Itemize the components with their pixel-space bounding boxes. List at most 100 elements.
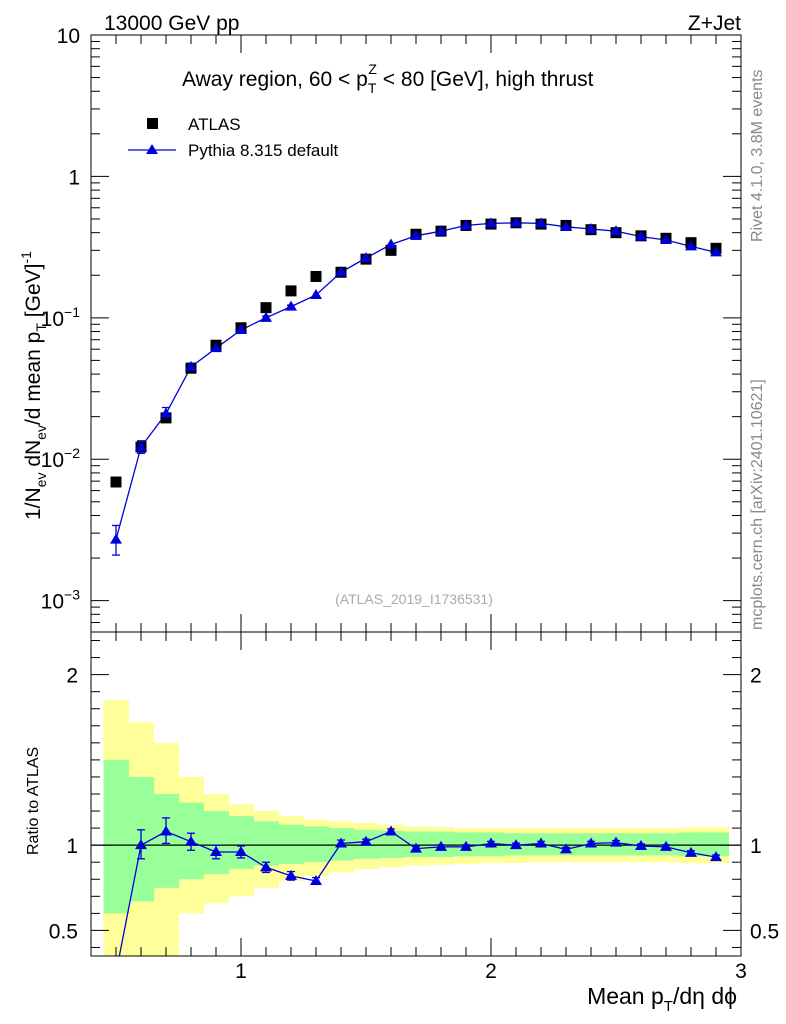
- main-y-tick-label: 10−2: [41, 445, 81, 472]
- legend-mc-marker: [146, 144, 158, 154]
- atlas-point: [160, 412, 172, 424]
- ratio-bands: [103, 700, 729, 956]
- ratio-band-inner: [103, 759, 129, 914]
- ratio-band-inner: [253, 821, 279, 866]
- ratio-mc-point: [360, 835, 372, 846]
- ratio-band-inner: [278, 824, 304, 864]
- ratio-y-tick-label-right: 2: [750, 665, 762, 688]
- ylabel-b: dN: [22, 440, 45, 473]
- ratio-mc-point: [660, 840, 672, 851]
- main-ticks: [91, 34, 742, 633]
- mc-point: [110, 533, 122, 544]
- ratio-band-inner: [228, 816, 254, 870]
- legend: ATLAS Pythia 8.315 default: [128, 115, 339, 160]
- mc-point: [135, 441, 147, 452]
- main-title-post: < 80 [GeV], high thrust: [377, 68, 594, 91]
- x-tick-label: 2: [485, 960, 497, 983]
- ratio-mc-point: [635, 840, 647, 851]
- mc-point: [435, 225, 447, 236]
- main-title-sub: T: [368, 80, 377, 96]
- ratio-mc-point: [710, 851, 722, 862]
- main-y-tick-exp: −1: [64, 304, 80, 320]
- atlas-point: [110, 476, 122, 488]
- main-title-pre: Away region, 60 < p: [182, 68, 368, 91]
- ratio-y-tick-label-left: 0.5: [49, 920, 78, 943]
- ylabel-a-sub: ev: [33, 473, 49, 488]
- ratio-panel: 0.5 0.5 1 1 2 2 1 2 3 Ratio to ATLAS Mean pT/dη …: [25, 631, 779, 1015]
- x-tick-label: 3: [735, 960, 747, 983]
- ylabel-c-sub: T: [33, 323, 49, 332]
- main-y-tick-base: 10: [41, 308, 64, 331]
- mc-point: [610, 225, 622, 236]
- ratio-tick-labels: 0.5 0.5 1 1 2 2 1 2 3: [49, 665, 779, 983]
- mcplots-label: mcplots.cern.ch [arXiv:2401.10621]: [749, 379, 766, 630]
- main-y-tick-exp: −3: [64, 587, 80, 603]
- mc-point: [460, 219, 472, 230]
- ratio-mc-point: [285, 869, 297, 880]
- mc-point: [560, 220, 572, 231]
- ratio-mc-point: [310, 874, 322, 885]
- xlabel-a-sub: T: [664, 998, 673, 1015]
- main-y-tick-base: 10: [41, 449, 64, 472]
- ratio-marks: [118, 817, 722, 956]
- main-y-tick-base: 10: [57, 25, 80, 48]
- ratio-mc-point: [385, 825, 397, 836]
- mc-line: [115, 222, 717, 540]
- x-axis-label: Mean pT/dη dϕ: [587, 983, 737, 1015]
- ratio-band-inner: [703, 832, 729, 857]
- mc-point: [685, 240, 697, 251]
- ylabel-d-sup: -1: [18, 251, 34, 264]
- legend-atlas-marker: [147, 118, 158, 129]
- ratio-y-tick-label-right: 0.5: [750, 920, 779, 943]
- atlas-point: [260, 302, 272, 314]
- ylabel-a: 1/N: [22, 487, 45, 520]
- ratio-mc-point: [585, 837, 597, 848]
- main-title-sup: Z: [368, 61, 377, 77]
- ratio-band-inner: [678, 832, 704, 857]
- mc-point: [285, 300, 297, 311]
- mc-point: [585, 222, 597, 233]
- mc-point: [235, 324, 247, 335]
- ratio-ticks: [91, 632, 742, 956]
- ratio-band-inner: [303, 826, 329, 863]
- ratio-mc-point: [460, 840, 472, 851]
- mc-point: [535, 217, 547, 228]
- ratio-y-tick-label-right: 1: [750, 835, 762, 858]
- ylabel-b-sub: ev: [33, 425, 49, 440]
- analysis-watermark: (ATLAS_2019_I1736531): [335, 591, 493, 607]
- ratio-mc-point: [210, 845, 222, 856]
- mc-point: [660, 234, 672, 245]
- ratio-band-inner: [203, 811, 229, 875]
- xlabel-a: Mean p: [587, 983, 664, 1009]
- ratio-mc-point: [410, 842, 422, 853]
- mc-point: [410, 229, 422, 240]
- mc-point: [335, 266, 347, 277]
- atlas-point: [385, 244, 397, 256]
- ratio-mc-point: [610, 836, 622, 847]
- mc-point: [260, 311, 272, 322]
- mc-point: [710, 246, 722, 257]
- mc-point: [510, 216, 522, 227]
- mc-point: [485, 217, 497, 228]
- legend-mc-label: Pythia 8.315 default: [188, 141, 339, 160]
- mc-point: [310, 288, 322, 299]
- xlabel-b: /dη dϕ: [673, 983, 737, 1009]
- ratio-mc-point: [535, 837, 547, 848]
- ratio-mc-point: [185, 835, 197, 846]
- ratio-mc-point: [135, 839, 147, 850]
- mc-point: [185, 360, 197, 371]
- ratio-mc-point: [485, 837, 497, 848]
- mc-point: [635, 230, 647, 241]
- ratio-mc-point: [235, 845, 247, 856]
- ratio-mc-point: [335, 837, 347, 848]
- x-tick-label: 1: [235, 960, 247, 983]
- ratio-y-tick-label-left: 1: [66, 835, 78, 858]
- rivet-label: Rivet 4.1.0, 3.8M events: [749, 69, 766, 242]
- energy-label: 13000 GeV pp: [104, 12, 239, 35]
- process-label: Z+Jet: [688, 12, 741, 35]
- main-marks: [110, 216, 722, 556]
- ratio-y-label: Ratio to ATLAS: [25, 747, 42, 855]
- main-y-tick-label: 10−1: [41, 304, 81, 331]
- legend-atlas-label: ATLAS: [188, 115, 241, 134]
- ratio-mc-point: [435, 840, 447, 851]
